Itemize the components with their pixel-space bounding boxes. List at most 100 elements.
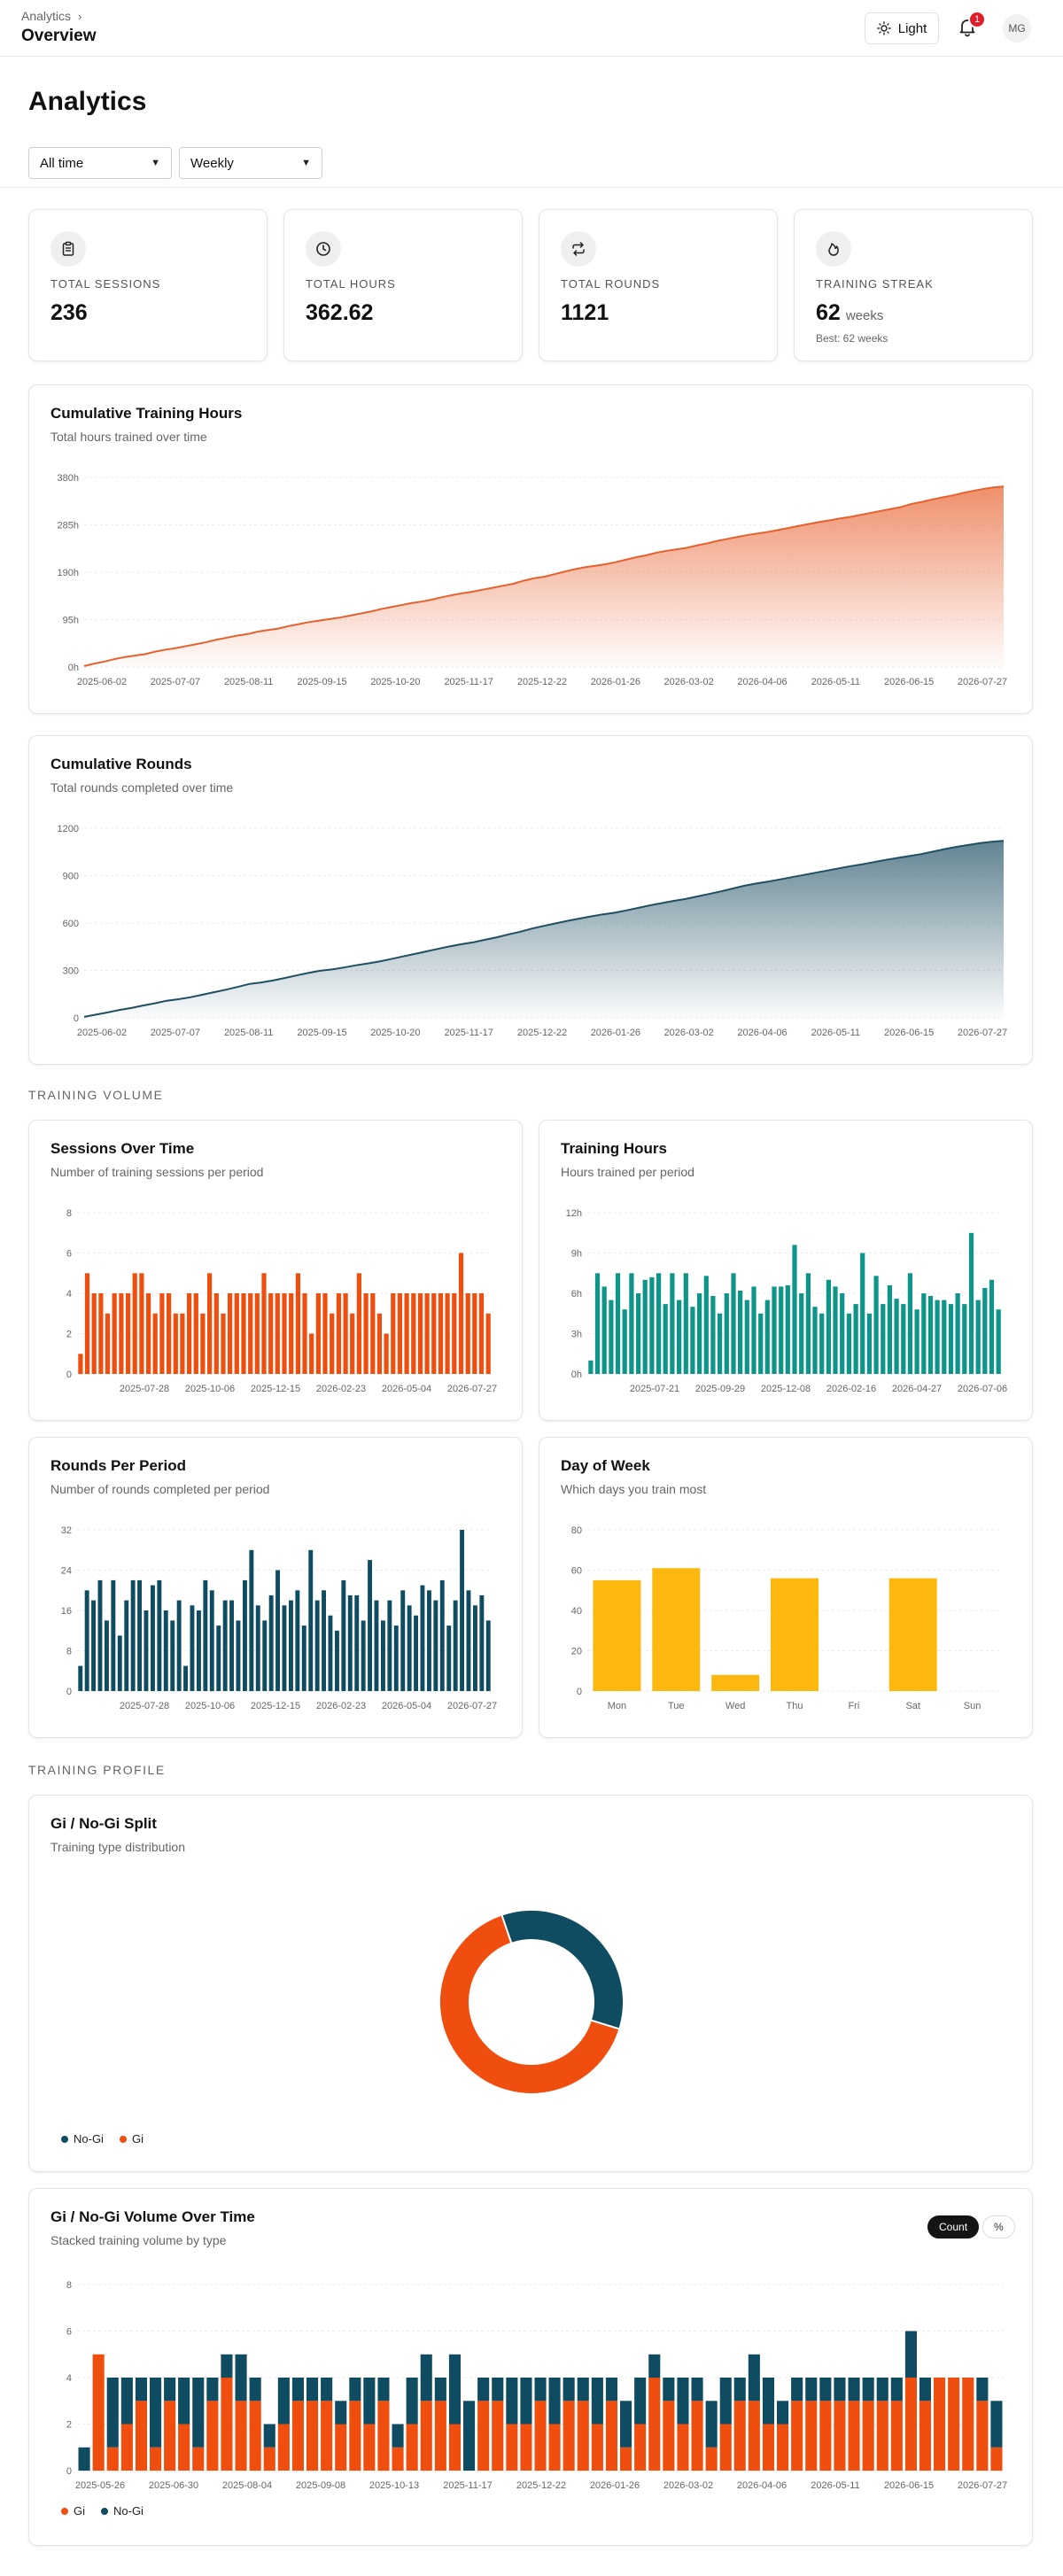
y-tick-label: 3h <box>571 1330 582 1340</box>
x-tick-label: 2025-09-08 <box>296 2480 345 2491</box>
bar <box>656 1273 662 1375</box>
x-tick-label: Sun <box>964 1701 982 1711</box>
bar <box>98 1293 104 1374</box>
bar-gi <box>392 2447 404 2471</box>
bar <box>335 1630 339 1692</box>
x-tick-label: 2025-06-02 <box>77 1028 127 1038</box>
bar-nogi <box>420 2354 432 2401</box>
page-subtitle: Overview <box>21 27 97 45</box>
bar-nogi <box>363 2378 376 2425</box>
bar <box>888 1578 937 1691</box>
breadcrumb-analytics[interactable]: Analytics <box>21 9 72 23</box>
bar <box>144 1610 149 1691</box>
bar-nogi <box>78 2447 90 2471</box>
bar-gi <box>406 2424 418 2471</box>
bar <box>588 1360 594 1374</box>
stat-label: TOTAL SESSIONS <box>50 277 161 291</box>
bar <box>193 1293 198 1374</box>
bar-gi <box>321 2401 333 2471</box>
bar-gi <box>691 2401 703 2471</box>
x-tick-label: Wed <box>725 1701 745 1711</box>
bar <box>812 1307 818 1374</box>
bar <box>315 1293 321 1374</box>
period-select[interactable]: Weekly ▼ <box>179 147 322 179</box>
bar <box>119 1293 124 1374</box>
bar-nogi <box>192 2378 205 2448</box>
bar <box>764 1300 770 1374</box>
bar <box>962 1304 967 1374</box>
x-tick-label: 2026-07-06 <box>958 1384 1007 1394</box>
bar <box>187 1293 192 1374</box>
bar-nogi <box>876 2378 888 2401</box>
bar-gi <box>591 2424 603 2471</box>
bar <box>594 1273 601 1375</box>
card-subtitle: Number of training sessions per period <box>50 1165 264 1179</box>
bar-gi <box>948 2378 960 2471</box>
bar <box>97 1579 103 1691</box>
y-tick-label: 12h <box>566 1208 582 1219</box>
stat-label: TRAINING STREAK <box>816 277 934 291</box>
count-toggle-button[interactable]: Count <box>927 2215 980 2238</box>
y-tick-label: 2 <box>66 2420 72 2431</box>
bar <box>853 1304 858 1374</box>
stat-value: 236 <box>50 300 88 325</box>
bar <box>387 1600 392 1691</box>
bar <box>989 1279 995 1374</box>
gi-volume-chart: 0 2 4 6 8 2025-05-26 2025-06-30 2025-08-04 2025-… <box>66 2280 1007 2491</box>
x-tick-label: Mon <box>608 1701 626 1711</box>
cumulative-rounds-chart: 0 300 600 900 1200 2025-06-02 2025-07-07 2025-0… <box>58 824 1008 1038</box>
bar <box>968 1232 974 1375</box>
bar-gi <box>377 2401 390 2471</box>
bar-gi <box>92 2354 105 2471</box>
day-of-week-card: Day of Week Which days you train most 0 2… <box>539 1437 1033 1738</box>
theme-toggle-button[interactable]: Light <box>865 12 939 44</box>
bar-nogi <box>762 2378 774 2425</box>
bar <box>472 1293 477 1374</box>
bar <box>738 1291 743 1374</box>
bar <box>779 1286 784 1374</box>
x-tick-label: Thu <box>787 1701 803 1711</box>
bar-nogi <box>819 2378 832 2401</box>
bar-gi <box>192 2447 205 2471</box>
area-fill <box>84 841 1004 1018</box>
bar-nogi <box>321 2378 333 2401</box>
bar <box>894 1299 899 1374</box>
section-heading-profile: TRAINING PROFILE <box>28 1763 166 1777</box>
stat-value: 62 weeks <box>816 300 883 326</box>
y-tick-label: 24 <box>61 1566 72 1577</box>
card-subtitle: Number of rounds completed per period <box>50 1482 270 1496</box>
bar <box>819 1313 825 1375</box>
bar <box>126 1293 131 1374</box>
bar <box>833 1286 838 1374</box>
bar-gi <box>976 2401 989 2471</box>
bar-nogi <box>748 2354 760 2401</box>
bar-nogi <box>520 2378 532 2425</box>
bar <box>873 1276 879 1374</box>
bar-nogi <box>705 2401 718 2448</box>
bar-nogi <box>206 2378 219 2401</box>
range-select[interactable]: All time ▼ <box>28 147 172 179</box>
bar-gi <box>748 2401 760 2471</box>
avatar[interactable]: MG <box>1003 14 1031 43</box>
x-tick-label: 2025-07-21 <box>630 1384 679 1394</box>
hours-chart: 0h 3h 6h 9h 12h 2025-07-21 2025-09-29 2025-12-0… <box>566 1208 1008 1394</box>
bar-nogi <box>448 2354 461 2425</box>
card-subtitle: Which days you train most <box>561 1482 707 1496</box>
bar <box>417 1293 423 1374</box>
bar-nogi <box>591 2378 603 2425</box>
x-tick-label: 2025-09-29 <box>695 1384 745 1394</box>
bar <box>677 1300 682 1374</box>
bar <box>84 1273 90 1375</box>
x-tick-label: 2025-07-28 <box>120 1701 169 1711</box>
y-tick-label: 0 <box>66 2466 72 2477</box>
percent-toggle-button[interactable]: % <box>982 2215 1015 2238</box>
bar <box>593 1579 641 1691</box>
bar <box>975 1300 981 1374</box>
bar-nogi <box>791 2378 803 2401</box>
top-bar: Analytics › Overview Light 1 MG <box>0 0 1063 57</box>
bar <box>243 1579 247 1691</box>
bar <box>785 1284 790 1374</box>
bar <box>866 1313 872 1375</box>
bar <box>308 1549 314 1692</box>
y-tick-label: 6 <box>66 2327 72 2338</box>
